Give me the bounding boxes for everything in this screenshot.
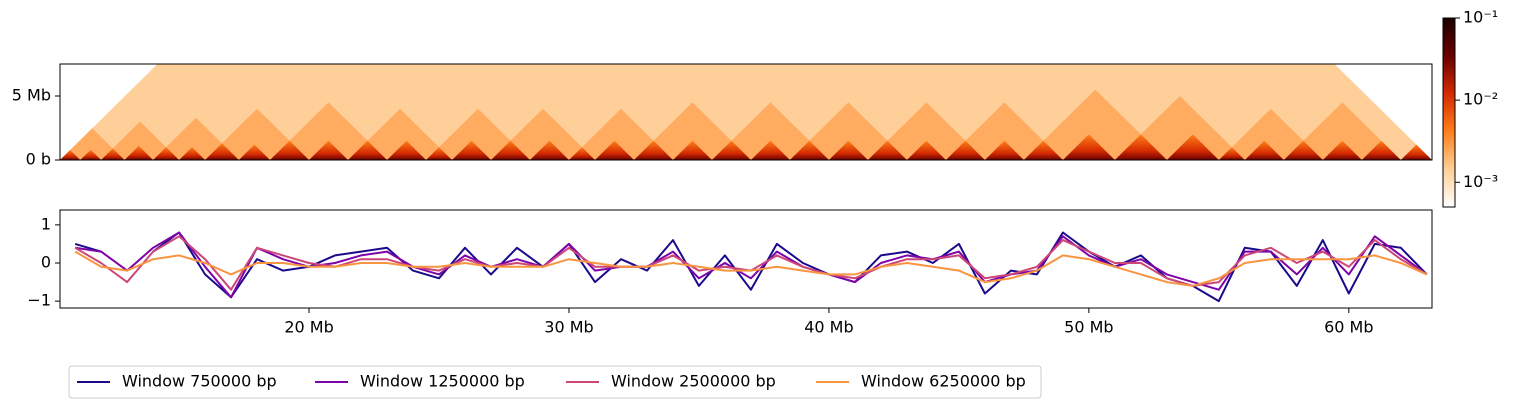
legend xyxy=(68,365,1042,399)
domain xyxy=(490,140,530,160)
heatmap-frame xyxy=(59,63,1433,161)
line-frame xyxy=(59,209,1433,309)
domain-cluster xyxy=(490,108,595,160)
domain xyxy=(568,147,595,160)
domain xyxy=(1114,134,1167,160)
legend-label: Window 750000 bp xyxy=(122,372,277,391)
domain xyxy=(452,140,491,160)
x-tick-label: 30 Mb xyxy=(544,318,593,337)
domain xyxy=(60,150,81,160)
domain-cluster xyxy=(426,108,530,160)
colorbar-tick-label: 10⁻¹ xyxy=(1463,8,1498,27)
domain xyxy=(1166,134,1219,160)
domain xyxy=(270,140,310,160)
domain xyxy=(633,140,673,160)
domain-cluster xyxy=(633,102,751,160)
domain xyxy=(945,140,985,160)
domain xyxy=(1361,140,1401,160)
series-line xyxy=(74,231,1428,303)
domain xyxy=(426,147,452,160)
line-plot xyxy=(74,231,1428,303)
x-tick-label: 20 Mb xyxy=(284,318,333,337)
domain xyxy=(1062,134,1115,160)
y-tick-label: −1 xyxy=(27,291,51,310)
domain xyxy=(387,140,427,160)
domain-cluster xyxy=(945,102,1063,160)
domain xyxy=(1322,140,1362,160)
domain xyxy=(984,140,1024,160)
domain xyxy=(672,140,712,160)
domain xyxy=(906,140,946,160)
domain xyxy=(711,140,751,160)
domain xyxy=(309,140,349,160)
domain xyxy=(867,140,907,160)
domain xyxy=(124,145,154,160)
series-line xyxy=(74,231,1428,299)
x-tick-label: 40 Mb xyxy=(804,318,853,337)
domain xyxy=(153,147,180,160)
domain xyxy=(789,140,829,160)
domain xyxy=(348,140,388,160)
x-tick-label: 50 Mb xyxy=(1064,318,1113,337)
domain-cluster xyxy=(1023,89,1167,160)
domain xyxy=(750,140,790,160)
domain xyxy=(101,148,125,160)
domain xyxy=(1400,144,1432,160)
domain xyxy=(1218,147,1245,160)
domain-cluster xyxy=(270,102,388,160)
y-tick-label: 1 xyxy=(41,214,51,233)
domain xyxy=(80,149,102,160)
heatmap xyxy=(60,64,1432,160)
legend-label: Window 6250000 bp xyxy=(861,372,1026,391)
domain xyxy=(179,147,206,160)
domain xyxy=(205,143,239,160)
y-tick-label: 0 b xyxy=(26,150,51,169)
domain-cluster xyxy=(1283,102,1401,160)
domain xyxy=(1023,140,1063,160)
domain-cluster xyxy=(867,102,985,160)
colorbar-tick-label: 10⁻² xyxy=(1463,90,1498,109)
domain-cluster xyxy=(101,121,180,160)
domain xyxy=(238,144,271,160)
legend-label: Window 2500000 bp xyxy=(611,372,776,391)
x-tick-label: 60 Mb xyxy=(1324,318,1373,337)
series-line xyxy=(74,250,1428,287)
domain xyxy=(529,140,569,160)
colorbar xyxy=(1442,17,1456,208)
colorbar-tick-label: 10⁻³ xyxy=(1463,172,1498,191)
domain xyxy=(1244,140,1284,160)
domain xyxy=(828,140,868,160)
legend-label: Window 1250000 bp xyxy=(360,372,525,391)
domain-cluster xyxy=(789,102,907,160)
y-tick-label: 0 xyxy=(41,253,51,272)
domain-cluster xyxy=(711,102,829,160)
domain xyxy=(594,140,634,160)
domain xyxy=(1283,140,1323,160)
domain-cluster xyxy=(60,128,125,160)
y-tick-label: 5 Mb xyxy=(12,86,51,105)
domain-cluster xyxy=(568,108,673,160)
